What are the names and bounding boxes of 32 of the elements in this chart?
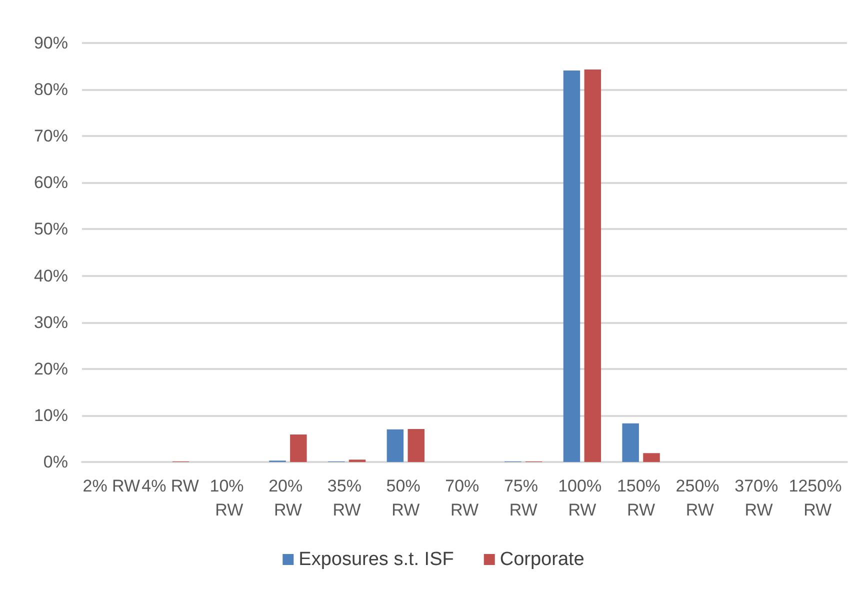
- x-tick-label: 250% RW: [676, 476, 724, 520]
- x-tick-label: 150% RW: [616, 476, 666, 520]
- bar: [408, 428, 424, 462]
- x-tick-label: 100% RW: [558, 476, 606, 520]
- y-tick-label: 70%: [34, 126, 68, 146]
- x-tick-label: 4% RW: [142, 476, 199, 496]
- y-tick-label: 20%: [34, 359, 68, 378]
- y-tick-label: 0%: [43, 452, 68, 472]
- x-tick-label: 20% RW: [268, 476, 308, 520]
- x-tick-label: 10% RW: [210, 476, 248, 520]
- legend-label: Exposures s.t. ISF: [298, 549, 454, 570]
- y-tick-label: 10%: [34, 406, 68, 425]
- x-tick-label: 1250% RW: [788, 476, 846, 520]
- x-tick-label: 70% RW: [445, 476, 484, 520]
- y-tick-label: 40%: [34, 266, 68, 286]
- x-tick-label: 75% RW: [504, 476, 543, 520]
- y-tick-label: 60%: [34, 173, 68, 192]
- bar: [386, 429, 404, 462]
- x-tick-label: 50% RW: [386, 476, 426, 520]
- y-tick-label: 30%: [34, 312, 68, 332]
- y-tick-label: 80%: [34, 80, 68, 100]
- y-tick-label: 50%: [34, 220, 68, 239]
- x-tick-label: 370% RW: [734, 476, 783, 520]
- bar: [290, 434, 307, 462]
- legend-label: Corporate: [500, 549, 584, 570]
- x-tick-label: 2% RW: [82, 476, 140, 496]
- bar: [643, 453, 660, 462]
- bar: [584, 70, 602, 462]
- x-tick-label: 35% RW: [327, 476, 366, 520]
- bar: [622, 423, 639, 462]
- bar: [563, 70, 580, 462]
- y-tick-label: 90%: [34, 34, 68, 52]
